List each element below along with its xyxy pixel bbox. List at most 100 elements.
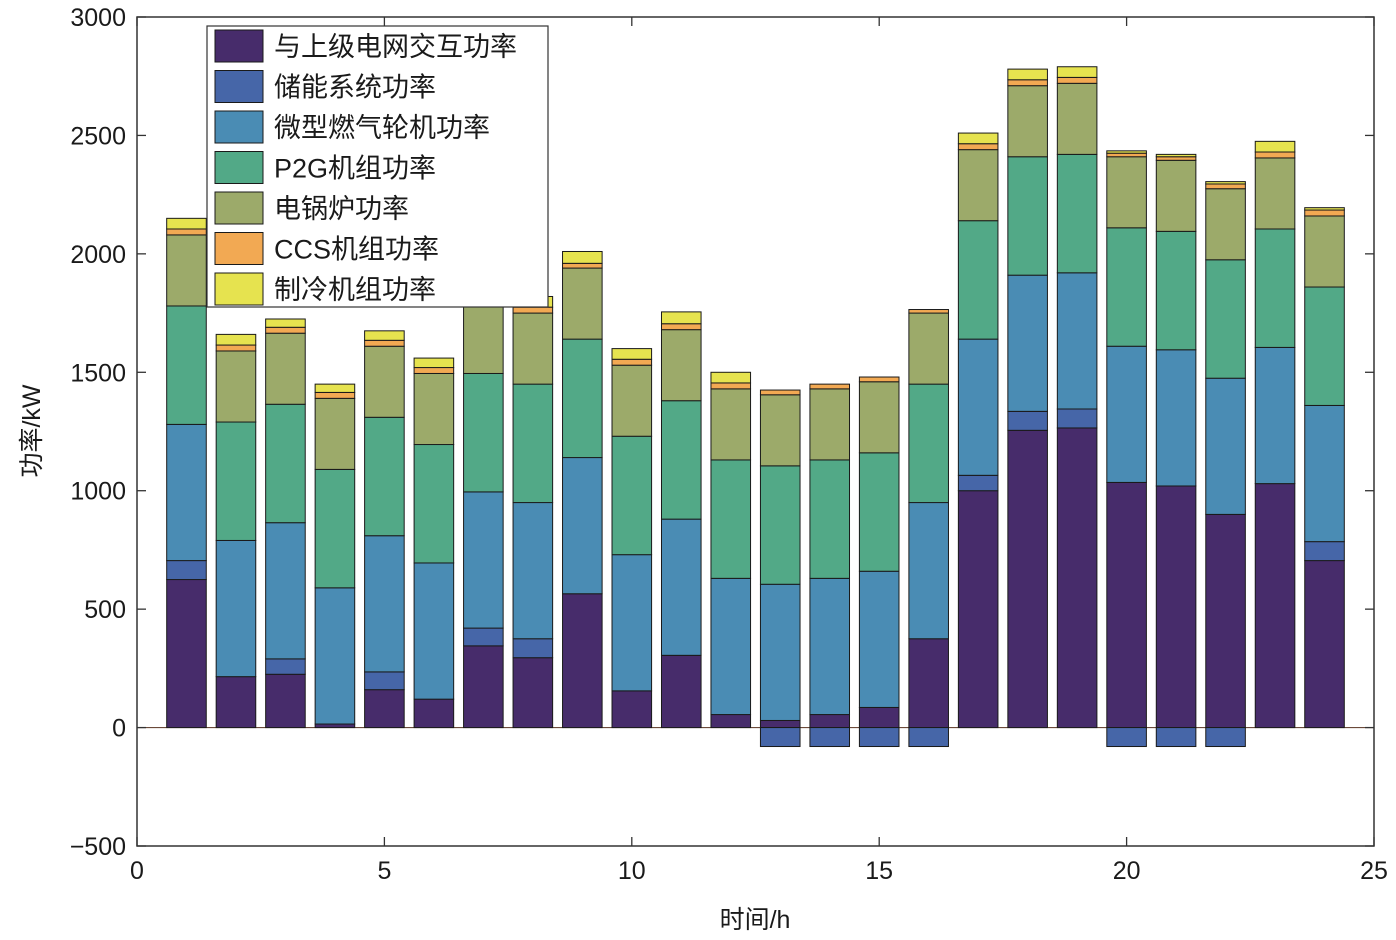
bar-segment-h13-s5 bbox=[759, 389, 801, 396]
bar-segment-h5-s0 bbox=[364, 689, 405, 729]
bar-segment-h6-s3 bbox=[413, 444, 455, 564]
bar-segment-h16-s4 bbox=[908, 312, 949, 385]
bar-segment-h13-s4 bbox=[759, 394, 801, 467]
bar-segment-h1-s5 bbox=[166, 228, 207, 236]
bars-layer bbox=[166, 66, 1345, 748]
bar-segment-h10-s5 bbox=[611, 358, 653, 366]
x-tick-label: 5 bbox=[377, 857, 391, 885]
bar-segment-h19-s0 bbox=[1056, 427, 1098, 729]
bar-segment-h4-s4 bbox=[314, 397, 356, 470]
bar-segment-h24-s5 bbox=[1304, 209, 1345, 217]
bar-segment-h21-s3 bbox=[1155, 230, 1197, 351]
bar-segment-h16-s5 bbox=[908, 309, 949, 314]
bar-segment-h17-s4 bbox=[957, 149, 999, 222]
bar-segment-h8-s3 bbox=[512, 383, 554, 504]
legend-box bbox=[206, 25, 549, 308]
bar-segment-h21-s5 bbox=[1155, 156, 1197, 161]
bar-segment-h3-s4 bbox=[265, 332, 306, 405]
bar-segment-h3-s1 bbox=[265, 658, 306, 675]
bar-segment-h18-s2 bbox=[1007, 274, 1048, 412]
bar-segment-h3-s5 bbox=[265, 326, 306, 334]
bar-segment-h14-s5 bbox=[809, 383, 851, 390]
bar-segment-h8-s4 bbox=[512, 312, 554, 385]
bar-segment-h13-s3 bbox=[759, 465, 801, 585]
bar-segment-h3-s3 bbox=[265, 403, 306, 524]
y-tick-label: 1500 bbox=[70, 359, 126, 387]
bar-segment-h15-s2 bbox=[858, 570, 900, 708]
bar-segment-h24-s4 bbox=[1304, 215, 1345, 288]
bar-segment-h2-s0 bbox=[215, 676, 257, 729]
y-tick-label: 3000 bbox=[70, 4, 126, 32]
bar-segment-h2-s3 bbox=[215, 421, 257, 541]
legend-label: 与上级电网交互功率 bbox=[274, 32, 517, 62]
bar-segment-h7-s1 bbox=[463, 627, 504, 647]
bar-segment-h16-s0 bbox=[908, 638, 949, 729]
bar-segment-h3-s2 bbox=[265, 522, 306, 660]
bar-segment-h6-s0 bbox=[413, 698, 455, 729]
legend-swatch bbox=[214, 272, 264, 306]
bar-segment-h1-s3 bbox=[166, 305, 207, 425]
bar-segment-h1-s6 bbox=[166, 217, 207, 230]
bar-segment-h5-s1 bbox=[364, 671, 405, 691]
bar-segment-h20-s2 bbox=[1106, 345, 1147, 483]
bar-segment-h2-s2 bbox=[215, 539, 257, 678]
bar-segment-h22-s2 bbox=[1205, 377, 1246, 515]
legend-swatch bbox=[214, 191, 264, 225]
bar-segment-h2-s6 bbox=[215, 333, 257, 346]
legend-label: CCS机组功率 bbox=[274, 235, 439, 265]
bar-segment-h22-s1 bbox=[1205, 727, 1246, 748]
bar-segment-h4-s3 bbox=[314, 468, 356, 589]
x-tick-label: 25 bbox=[1360, 857, 1388, 885]
bar-segment-h6-s6 bbox=[413, 357, 455, 369]
bar-segment-h1-s4 bbox=[166, 234, 207, 307]
x-tick-label: 20 bbox=[1113, 857, 1141, 885]
bar-segment-h20-s6 bbox=[1106, 150, 1147, 154]
bar-segment-h20-s1 bbox=[1106, 727, 1147, 748]
y-tick-label: 2500 bbox=[70, 122, 126, 150]
bar-segment-h12-s5 bbox=[710, 382, 752, 390]
legend-label: 电锅炉功率 bbox=[274, 194, 409, 224]
bar-segment-h1-s1 bbox=[166, 560, 207, 581]
bar-segment-h21-s4 bbox=[1155, 159, 1197, 232]
bar-segment-h3-s6 bbox=[265, 318, 306, 328]
bar-segment-h18-s1 bbox=[1007, 410, 1048, 431]
bar-segment-h22-s4 bbox=[1205, 188, 1246, 261]
bar-segment-h17-s5 bbox=[957, 143, 999, 151]
bar-segment-h13-s2 bbox=[759, 583, 801, 721]
bar-segment-h10-s0 bbox=[611, 690, 653, 729]
bar-segment-h13-s0 bbox=[759, 719, 801, 729]
bar-segment-h23-s6 bbox=[1254, 140, 1296, 153]
bar-segment-h24-s1 bbox=[1304, 541, 1345, 562]
x-tick-label: 10 bbox=[618, 857, 646, 885]
x-tick-label: 15 bbox=[865, 857, 893, 885]
bar-segment-h17-s1 bbox=[957, 474, 999, 492]
legend-label: P2G机组功率 bbox=[274, 154, 436, 184]
bar-segment-h5-s6 bbox=[364, 330, 405, 341]
bar-segment-h13-s1 bbox=[759, 727, 801, 748]
bar-segment-h22-s6 bbox=[1205, 181, 1246, 185]
x-axis-title: 时间/h bbox=[720, 906, 791, 934]
bar-segment-h10-s4 bbox=[611, 364, 653, 437]
bar-segment-h11-s4 bbox=[660, 329, 702, 402]
bar-segment-h19-s6 bbox=[1056, 66, 1098, 78]
bar-segment-h17-s3 bbox=[957, 220, 999, 340]
bar-segment-h23-s0 bbox=[1254, 483, 1296, 729]
bar-segment-h8-s2 bbox=[512, 502, 554, 640]
plot-frame bbox=[136, 16, 1375, 847]
y-tick-label: 0 bbox=[112, 715, 126, 743]
bar-segment-h12-s2 bbox=[710, 577, 752, 716]
bar-segment-h5-s3 bbox=[364, 416, 405, 537]
bar-segment-h24-s0 bbox=[1304, 560, 1345, 729]
bar-segment-h8-s1 bbox=[512, 638, 554, 659]
bar-segment-h9-s4 bbox=[562, 267, 603, 340]
y-tick-label: 500 bbox=[84, 596, 126, 624]
bar-segment-h20-s3 bbox=[1106, 227, 1147, 347]
bar-segment-h19-s5 bbox=[1056, 76, 1098, 84]
legend-label: 微型燃气轮机功率 bbox=[274, 113, 490, 143]
legend-swatch bbox=[214, 151, 264, 184]
bar-segment-h18-s3 bbox=[1007, 156, 1048, 276]
bar-segment-h21-s2 bbox=[1155, 349, 1197, 487]
